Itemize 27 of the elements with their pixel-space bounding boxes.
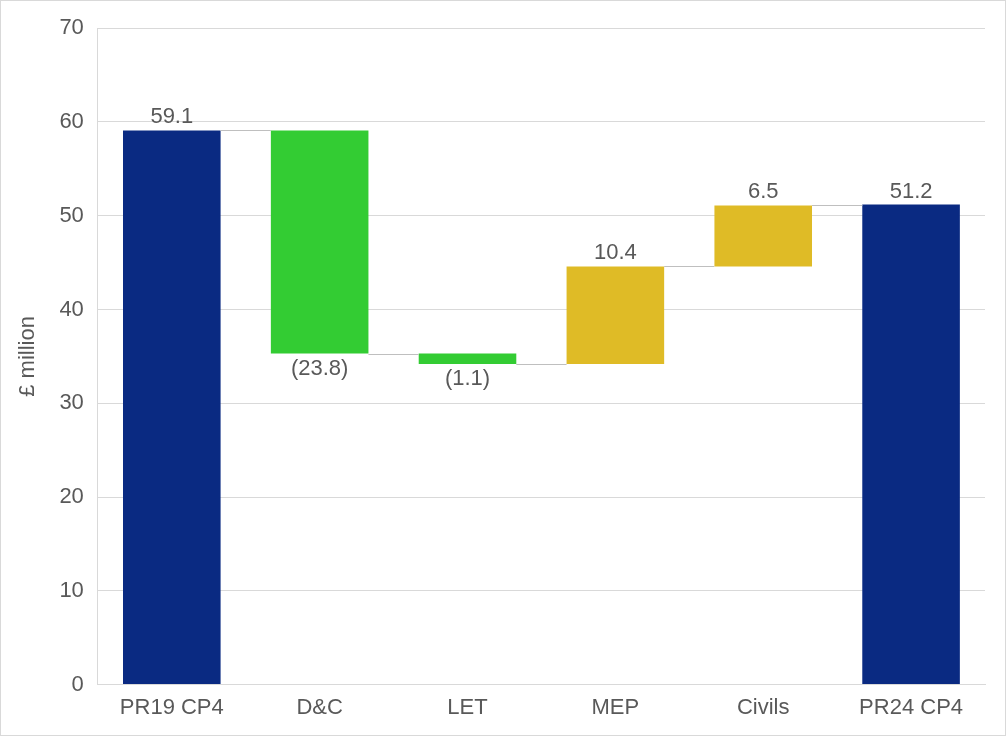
y-tick-label: 40	[59, 295, 84, 321]
y-tick-label: 70	[59, 14, 84, 40]
y-axis-title: £ million	[14, 316, 40, 397]
y-tick-label: 20	[59, 483, 84, 509]
data-label: 51.2	[889, 177, 933, 203]
x-tick-label: PR19 CP4	[119, 693, 224, 719]
y-tick-label: 0	[71, 670, 84, 696]
data-label: 10.4	[593, 239, 637, 265]
y-tick-label: 30	[59, 389, 84, 415]
x-tick-label: Civils	[736, 693, 790, 719]
y-tick-label: 50	[59, 201, 84, 227]
data-label: (23.8)	[290, 354, 349, 380]
y-tick-label: 10	[59, 576, 84, 602]
bar	[418, 353, 517, 364]
x-tick-label: PR24 CP4	[859, 693, 964, 719]
bar	[862, 204, 960, 685]
y-tick-label: 60	[59, 108, 84, 134]
data-label: (1.1)	[444, 364, 491, 390]
bar	[270, 130, 369, 354]
bar	[123, 130, 221, 685]
x-tick-label: MEP	[591, 693, 640, 719]
x-tick-label: LET	[447, 693, 488, 719]
bar	[714, 205, 813, 267]
data-label: 59.1	[150, 103, 194, 129]
x-tick-label: D&C	[296, 693, 343, 719]
data-label: 6.5	[747, 178, 779, 204]
bar	[566, 266, 665, 364]
